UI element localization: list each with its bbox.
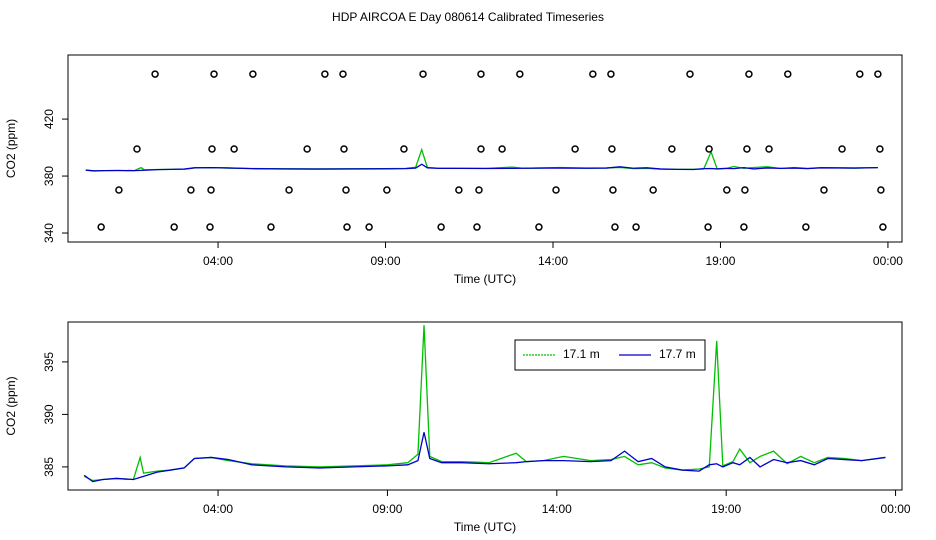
data-point (475, 186, 483, 194)
data-point (343, 223, 351, 231)
data-point (741, 186, 749, 194)
data-point (552, 186, 560, 194)
data-point (608, 145, 616, 153)
data-point (115, 186, 123, 194)
data-point (668, 145, 676, 153)
data-point (230, 145, 238, 153)
y-tick-label: 380 (42, 166, 56, 186)
data-point (571, 145, 579, 153)
plot-frame (67, 321, 903, 491)
data-point (740, 223, 748, 231)
x-tick-label: 19:00 (711, 502, 741, 516)
data-point (321, 70, 329, 78)
data-point (477, 70, 485, 78)
x-tick-label: 04:00 (203, 502, 233, 516)
data-point (611, 223, 619, 231)
y-tick-label: 390 (42, 404, 56, 424)
data-point (383, 186, 391, 194)
data-point (97, 223, 105, 231)
data-point (187, 186, 195, 194)
data-point (856, 70, 864, 78)
legend-box (514, 339, 706, 371)
data-point (589, 70, 597, 78)
x-tick-label: 09:00 (371, 254, 401, 268)
data-point (365, 223, 373, 231)
x-tick-label: 14:00 (538, 254, 568, 268)
data-point (249, 70, 257, 78)
data-point (765, 145, 773, 153)
data-point (342, 186, 350, 194)
data-point (745, 70, 753, 78)
data-point (723, 186, 731, 194)
data-point (802, 223, 810, 231)
x-tick-label: 04:00 (203, 254, 233, 268)
data-point (170, 223, 178, 231)
data-point (607, 70, 615, 78)
data-point (498, 145, 506, 153)
chart-title: HDP AIRCOA E Day 080614 Calibrated Times… (332, 10, 604, 24)
x-axis-label: Time (UTC) (454, 520, 516, 534)
data-point (874, 70, 882, 78)
data-point (340, 145, 348, 153)
data-point (133, 145, 141, 153)
data-point (267, 223, 275, 231)
data-point (339, 70, 347, 78)
y-tick-label: 385 (42, 457, 56, 477)
data-point (151, 70, 159, 78)
data-point (516, 70, 524, 78)
data-point (419, 70, 427, 78)
data-point (784, 70, 792, 78)
data-point (705, 145, 713, 153)
data-point (535, 223, 543, 231)
data-point (477, 145, 485, 153)
x-tick-label: 19:00 (705, 254, 735, 268)
legend-label: 17.7 m (659, 347, 696, 361)
data-point (206, 223, 214, 231)
data-point (838, 145, 846, 153)
data-point (649, 186, 657, 194)
data-point (437, 223, 445, 231)
data-line (85, 163, 878, 172)
x-tick-label: 00:00 (881, 502, 911, 516)
data-point (686, 70, 694, 78)
data-point (704, 223, 712, 231)
data-point (303, 145, 311, 153)
y-tick-label: 340 (42, 223, 56, 243)
data-point (820, 186, 828, 194)
data-point (632, 223, 640, 231)
x-axis-label: Time (UTC) (454, 272, 516, 286)
y-tick-label: 420 (42, 109, 56, 129)
data-point (879, 223, 887, 231)
data-point (208, 145, 216, 153)
data-point (473, 223, 481, 231)
x-tick-label: 14:00 (542, 502, 572, 516)
plot-frame (67, 54, 903, 243)
x-tick-label: 09:00 (372, 502, 402, 516)
data-point (609, 186, 617, 194)
data-point (400, 145, 408, 153)
data-point (743, 145, 751, 153)
data-point (876, 145, 884, 153)
legend-label: 17.1 m (563, 347, 600, 361)
data-point (210, 70, 218, 78)
y-tick-label: 395 (42, 352, 56, 372)
data-line (83, 432, 886, 483)
x-tick-label: 00:00 (873, 254, 903, 268)
data-point (877, 186, 885, 194)
y-axis-label: CO2 (ppm) (4, 119, 18, 178)
data-point (285, 186, 293, 194)
data-point (455, 186, 463, 194)
y-axis-label: CO2 (ppm) (4, 376, 18, 435)
data-point (207, 186, 215, 194)
